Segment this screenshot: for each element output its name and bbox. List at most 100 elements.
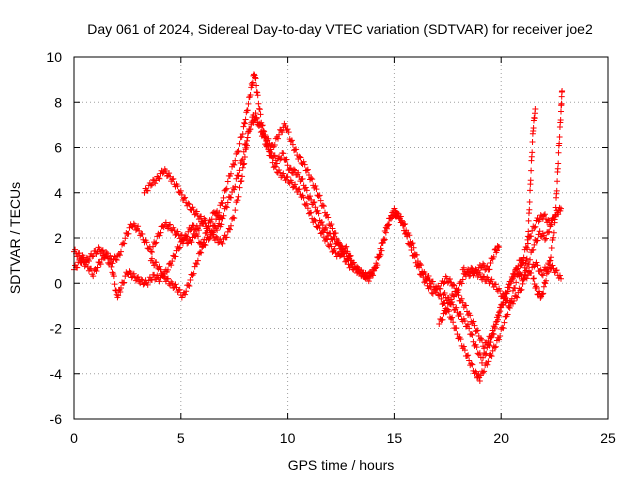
data-point	[109, 260, 116, 267]
data-point	[329, 248, 336, 255]
data-point	[296, 153, 303, 160]
data-point	[222, 186, 229, 193]
data-point	[227, 222, 234, 229]
data-point	[303, 167, 310, 174]
data-point	[343, 257, 350, 264]
data-point	[147, 248, 154, 255]
data-point	[531, 224, 538, 231]
data-point	[519, 260, 526, 267]
data-point	[236, 184, 243, 191]
data-point	[219, 200, 226, 207]
data-point	[189, 204, 196, 211]
data-point	[368, 270, 375, 277]
data-point	[344, 248, 351, 255]
y-axis-label: SDTVAR / TECUs	[7, 182, 23, 294]
data-point	[164, 225, 171, 232]
data-point	[206, 235, 213, 242]
data-point	[244, 134, 251, 141]
data-point	[188, 239, 195, 246]
data-point	[265, 146, 272, 153]
data-point	[76, 250, 83, 257]
data-point	[315, 193, 322, 200]
data-point	[239, 173, 246, 180]
data-point	[116, 252, 123, 259]
data-point	[487, 339, 494, 346]
data-point	[159, 170, 166, 177]
data-point	[537, 266, 544, 273]
data-point	[93, 268, 100, 275]
data-point	[392, 208, 399, 215]
data-point	[305, 172, 312, 179]
data-point	[492, 281, 499, 288]
data-point	[328, 221, 335, 228]
data-point	[265, 135, 272, 142]
data-point	[254, 92, 261, 99]
data-point	[500, 325, 507, 332]
data-point	[198, 213, 205, 220]
data-point	[541, 236, 548, 243]
data-point	[152, 240, 159, 247]
data-point	[172, 253, 179, 260]
data-point	[183, 235, 190, 242]
data-point	[300, 194, 307, 201]
data-point	[474, 269, 481, 276]
data-point	[365, 278, 372, 285]
data-point	[529, 149, 536, 156]
data-point	[534, 262, 541, 269]
data-point	[148, 276, 155, 283]
data-point	[244, 107, 251, 114]
data-point	[474, 373, 481, 380]
data-point	[187, 277, 194, 284]
data-point	[404, 233, 411, 240]
data-point	[144, 281, 151, 288]
data-point	[151, 262, 158, 269]
data-point	[231, 215, 238, 222]
data-point	[419, 270, 426, 277]
data-point	[454, 331, 461, 338]
data-point	[191, 211, 198, 218]
data-point	[311, 199, 318, 206]
data-point	[489, 347, 496, 354]
data-point	[296, 186, 303, 193]
data-point	[227, 170, 234, 177]
data-point	[238, 133, 245, 140]
data-point	[282, 177, 289, 184]
data-point	[490, 253, 497, 260]
data-point	[167, 221, 174, 228]
data-point	[545, 264, 552, 271]
data-point	[81, 263, 88, 270]
data-point	[549, 262, 556, 269]
data-point	[554, 178, 561, 185]
data-point	[327, 222, 334, 229]
data-point	[156, 278, 163, 285]
data-point	[125, 230, 132, 237]
data-point	[547, 257, 554, 264]
data-point	[233, 175, 240, 182]
data-point	[186, 282, 193, 289]
data-point	[433, 289, 440, 296]
data-point	[157, 266, 164, 273]
data-point	[328, 243, 335, 250]
data-point	[371, 267, 378, 274]
data-point	[111, 281, 118, 288]
data-point	[316, 192, 323, 199]
data-point	[291, 166, 298, 173]
data-point	[451, 282, 458, 289]
data-point	[527, 177, 534, 184]
x-tick-label: 10	[280, 430, 296, 446]
data-point	[218, 221, 225, 228]
data-point	[248, 80, 255, 87]
data-point	[190, 206, 197, 213]
data-point	[552, 204, 559, 211]
data-point	[234, 149, 241, 156]
data-point	[278, 127, 285, 134]
data-point	[464, 353, 471, 360]
data-point	[449, 299, 456, 306]
data-point	[160, 270, 167, 277]
y-tick-label: -6	[50, 411, 63, 427]
data-point	[316, 225, 323, 232]
data-point	[84, 256, 91, 263]
data-point	[312, 183, 319, 190]
data-point	[219, 240, 226, 247]
data-point	[530, 246, 537, 253]
